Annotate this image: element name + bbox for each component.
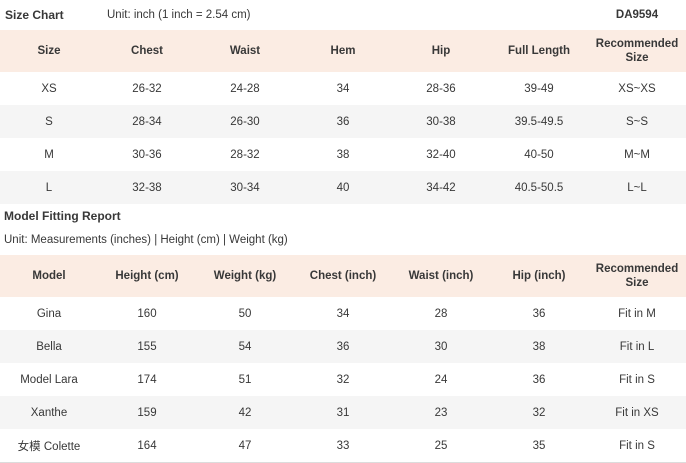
- column-header: Weight (kg): [213, 269, 277, 282]
- table-cell: XS: [41, 82, 57, 95]
- table-cell: 174: [137, 373, 157, 386]
- table-row: Gina 160 50 34 28 36 Fit in M: [0, 297, 686, 330]
- column-header: Waist: [229, 44, 261, 57]
- column-header: Height (cm): [115, 269, 179, 282]
- table-cell: 女模 Colette: [17, 440, 81, 453]
- table-row: L 32-38 30-34 40 34-42 40.5-50.5 L~L: [0, 171, 686, 204]
- table-cell: 160: [137, 307, 157, 320]
- table-cell: 40-50: [524, 148, 554, 161]
- table-cell: Model Lara: [20, 373, 78, 386]
- table-cell: 51: [238, 373, 252, 386]
- table-cell: Fit in XS: [615, 406, 659, 419]
- table-cell: Fit in L: [619, 340, 655, 353]
- column-header: Size: [37, 44, 61, 57]
- table-cell: 32-40: [426, 148, 456, 161]
- size-chart-table: Size Chest Waist Hem Hip Full Length Rec…: [0, 30, 686, 204]
- table-cell: 25: [434, 439, 448, 452]
- column-header: Waist (inch): [408, 269, 474, 282]
- table-row: S 28-34 26-30 36 30-38 39.5-49.5 S~S: [0, 105, 686, 138]
- table-cell: 159: [137, 406, 157, 419]
- table-cell: XS~XS: [618, 82, 656, 95]
- table-cell: 30-34: [230, 181, 260, 194]
- table-row: XS 26-32 24-28 34 28-36 39-49 XS~XS: [0, 72, 686, 105]
- table-cell: Fit in S: [619, 373, 655, 386]
- table-cell: 40: [336, 181, 350, 194]
- table-cell: 32: [336, 373, 350, 386]
- topbar: Size Chart Unit: inch (1 inch = 2.54 cm)…: [0, 0, 686, 30]
- column-header: Full Length: [508, 44, 570, 57]
- table-cell: 28-34: [132, 115, 162, 128]
- table-cell: 30: [434, 340, 448, 353]
- table-cell: 28-32: [230, 148, 260, 161]
- table-cell: 39-49: [524, 82, 554, 95]
- fitting-report-table: Model Height (cm) Weight (kg) Chest (inc…: [0, 255, 686, 463]
- table-cell: 34: [336, 82, 350, 95]
- fitting-report-intro: Model Fitting Report Unit: Measurements …: [0, 204, 686, 247]
- table-cell: M~M: [624, 148, 650, 161]
- table-cell: 30-36: [132, 148, 162, 161]
- section-title: Model Fitting Report: [4, 209, 121, 223]
- table-cell: 38: [336, 148, 350, 161]
- unit-note: Unit: inch (1 inch = 2.54 cm): [107, 9, 251, 21]
- table-row: Model Lara 174 51 32 24 36 Fit in S: [0, 363, 686, 396]
- table-cell: 23: [434, 406, 448, 419]
- table-cell: 24-28: [230, 82, 260, 95]
- fitting-report-header-row: Model Height (cm) Weight (kg) Chest (inc…: [0, 255, 686, 297]
- table-cell: Bella: [36, 340, 62, 353]
- column-header: Recommended Size: [595, 37, 679, 64]
- table-cell: 28-36: [426, 82, 456, 95]
- table-cell: Fit in M: [618, 307, 656, 320]
- table-cell: 33: [336, 439, 350, 452]
- table-cell: 30-38: [426, 115, 456, 128]
- table-cell: 47: [238, 439, 252, 452]
- column-header: Recommended Size: [595, 262, 679, 289]
- table-cell: 164: [137, 439, 157, 452]
- table-cell: 40.5-50.5: [514, 181, 564, 194]
- table-cell: 32-38: [132, 181, 162, 194]
- table-cell: M: [44, 148, 54, 161]
- column-header: Hem: [330, 44, 356, 57]
- table-cell: L~L: [627, 181, 647, 194]
- table-cell: 35: [532, 439, 546, 452]
- column-header: Chest (inch): [309, 269, 377, 282]
- product-code: DA9594: [615, 9, 659, 21]
- table-row: 女模 Colette 164 47 33 25 35 Fit in S: [0, 429, 686, 462]
- table-cell: S: [45, 115, 53, 128]
- column-header: Hip (inch): [512, 269, 566, 282]
- table-cell: Fit in S: [619, 439, 655, 452]
- column-header: Chest: [131, 44, 163, 57]
- table-cell: 39.5-49.5: [514, 115, 564, 128]
- table-cell: 42: [238, 406, 252, 419]
- table-cell: 28: [434, 307, 448, 320]
- table-cell: 50: [238, 307, 252, 320]
- page-title: Size Chart: [5, 8, 64, 22]
- fitting-unit-note: Unit: Measurements (inches) | Height (cm…: [4, 234, 288, 246]
- table-cell: 34-42: [426, 181, 456, 194]
- table-cell: Xanthe: [30, 406, 68, 419]
- table-row: Xanthe 159 42 31 23 32 Fit in XS: [0, 396, 686, 429]
- table-cell: 32: [532, 406, 546, 419]
- table-cell: 31: [336, 406, 350, 419]
- table-cell: 36: [532, 373, 546, 386]
- table-row: Bella 155 54 36 30 38 Fit in L: [0, 330, 686, 363]
- column-header: Model: [32, 269, 66, 282]
- table-cell: 36: [532, 307, 546, 320]
- table-cell: Gina: [36, 307, 62, 320]
- column-header: Hip: [431, 44, 451, 57]
- table-cell: 54: [238, 340, 252, 353]
- size-chart-header-row: Size Chest Waist Hem Hip Full Length Rec…: [0, 30, 686, 72]
- table-cell: S~S: [625, 115, 649, 128]
- table-row: M 30-36 28-32 38 32-40 40-50 M~M: [0, 138, 686, 171]
- table-cell: L: [45, 181, 53, 194]
- table-cell: 24: [434, 373, 448, 386]
- table-cell: 26-32: [132, 82, 162, 95]
- table-cell: 155: [137, 340, 157, 353]
- table-cell: 36: [336, 340, 350, 353]
- table-cell: 36: [336, 115, 350, 128]
- table-cell: 38: [532, 340, 546, 353]
- table-cell: 26-30: [230, 115, 260, 128]
- table-cell: 34: [336, 307, 350, 320]
